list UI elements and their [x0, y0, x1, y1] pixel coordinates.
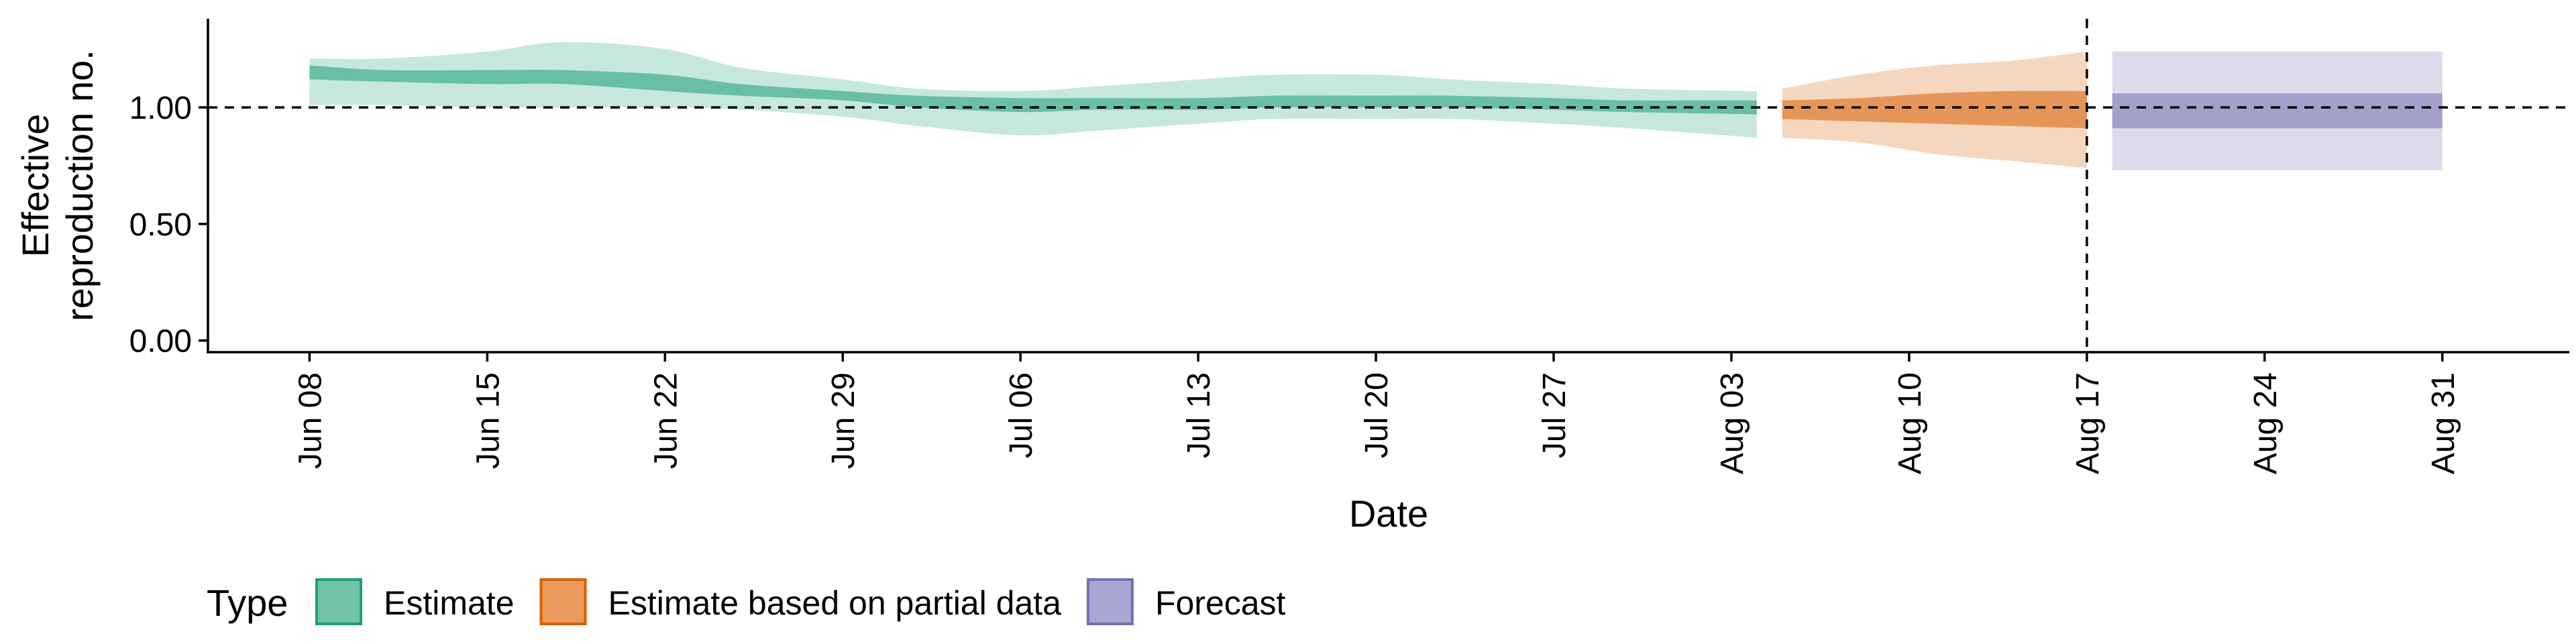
x-tick-label: Jun 15	[470, 372, 506, 469]
reference-lines-layer	[208, 19, 2569, 352]
x-tick-label: Jul 20	[1359, 372, 1395, 458]
x-tick-label: Jul 27	[1537, 372, 1572, 458]
x-tick-label: Aug 31	[2426, 372, 2461, 474]
axes-layer: 0.00 0.50 1.00 Jun 08 Jun 15 Jun 22 Jun 29 Jul …	[14, 19, 2569, 535]
legend-label-estimate: Estimate	[384, 584, 515, 622]
x-tick-label: Jul 06	[1004, 372, 1039, 458]
estimate-inner-ribbon	[309, 65, 1757, 115]
x-tick-label: Jul 13	[1181, 372, 1217, 458]
legend-label-estimate-based-on-partial-data: Estimate based on partial data	[608, 584, 1062, 622]
legend-title: Type	[207, 582, 288, 624]
legend-swatch-estimate	[315, 578, 362, 625]
estimate-based-on-partial-data-inner-ribbon	[1782, 91, 2087, 129]
y-tick-label: 0.00	[129, 324, 192, 360]
y-axis-title-line: reproduction no.	[58, 50, 101, 321]
legend-label-forecast: Forecast	[1155, 584, 1286, 622]
legend-swatch-forecast	[1086, 578, 1134, 625]
x-tick-label: Aug 17	[2070, 372, 2106, 474]
y-tick-label: 1.00	[129, 91, 192, 126]
legend: Type Estimate Estimate based on partial da…	[207, 578, 1286, 625]
y-tick-label: 0.50	[129, 207, 192, 243]
x-tick-label: Aug 03	[1715, 372, 1750, 474]
x-axis-title: Date	[1349, 492, 1428, 535]
x-tick-label: Jun 08	[292, 372, 328, 469]
y-axis-title-line: Effective	[14, 114, 56, 258]
x-tick-label: Jun 29	[826, 372, 861, 469]
estimate-outer-ribbon	[309, 42, 1757, 138]
x-tick-label: Aug 10	[1892, 372, 1928, 474]
forecast-inner-ribbon	[2112, 93, 2443, 129]
ribbons-layer	[309, 42, 2443, 170]
x-tick-label: Aug 24	[2248, 372, 2284, 474]
x-tick-label: Jun 22	[648, 372, 684, 469]
legend-swatch-estimate-based-on-partial-data	[539, 578, 587, 625]
